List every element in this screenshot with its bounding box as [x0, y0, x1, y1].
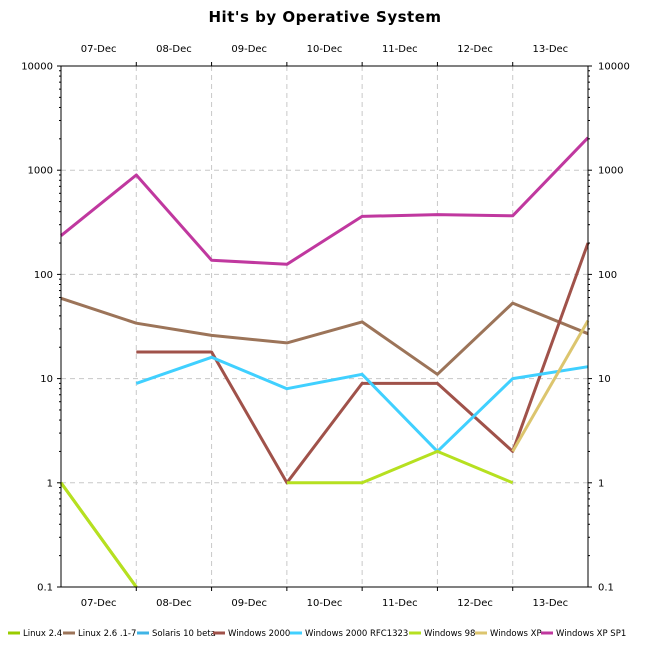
series-line: [60, 136, 590, 266]
y-tick-label-left: 1000: [28, 166, 53, 177]
x-tick-label-bottom: 10-Dec: [307, 598, 343, 609]
legend-label: Linux 2.4: [23, 629, 62, 639]
x-tick-label-bottom: 11-Dec: [382, 598, 418, 609]
y-tick-label-right: 1: [598, 478, 604, 489]
legend-label: Linux 2.6 .1-7: [78, 629, 136, 639]
series-line: [286, 449, 514, 485]
series-line: [511, 319, 590, 453]
series-windows-xp: [511, 319, 590, 453]
plot-frame: [60, 65, 589, 588]
y-tick-label-left: 100: [34, 270, 53, 281]
series-line: [135, 355, 589, 453]
x-tick-label-top: 10-Dec: [307, 44, 343, 55]
grid-lines: [61, 66, 588, 587]
chart-title: Hit's by Operative System: [209, 8, 442, 26]
x-tick-label-bottom: 07-Dec: [81, 598, 117, 609]
series-line: [59, 481, 138, 588]
legend-label: Solaris 10 beta: [152, 629, 216, 639]
y-tick-label-left: 0.1: [37, 583, 53, 594]
x-tick-label-bottom: 08-Dec: [156, 598, 192, 609]
axes: [57, 62, 592, 591]
x-tick-label-bottom: 09-Dec: [231, 598, 267, 609]
x-tick-label-top: 08-Dec: [156, 44, 192, 55]
tick-labels: 0.1 0.1 1 1 10 10 100 100 1000 1000 10000 10000 07-D…: [21, 44, 630, 609]
series-windows-98: [59, 449, 514, 588]
y-tick-label-left: 10000: [21, 62, 53, 73]
series-lines: [59, 136, 590, 588]
y-tick-label-right: 100: [598, 270, 617, 281]
x-tick-label-top: 12-Dec: [457, 44, 493, 55]
legend: Linux 2.4 Linux 2.6 .1-7 Solaris 10 beta Wi…: [8, 629, 626, 639]
series-linux-2-6-1-7: [60, 296, 589, 376]
x-tick-label-top: 11-Dec: [382, 44, 418, 55]
x-tick-label-bottom: 13-Dec: [533, 598, 569, 609]
series-line: [60, 296, 589, 376]
y-tick-label-left: 10: [40, 374, 53, 385]
x-tick-label-top: 13-Dec: [533, 44, 569, 55]
x-tick-label-top: 09-Dec: [231, 44, 267, 55]
legend-label: Windows XP SP1: [556, 629, 626, 639]
series-windows-xp-sp1: [60, 136, 590, 266]
x-tick-label-top: 07-Dec: [81, 44, 117, 55]
x-tick-label-bottom: 12-Dec: [457, 598, 493, 609]
y-tick-label-left: 1: [47, 478, 53, 489]
series-windows-2000-rfc1323: [135, 355, 589, 453]
legend-label: Windows XP: [490, 629, 542, 639]
y-tick-label-right: 1000: [598, 166, 623, 177]
y-tick-label-right: 10: [598, 374, 611, 385]
y-tick-label-right: 0.1: [598, 583, 614, 594]
legend-label: Windows 2000: [228, 629, 290, 639]
legend-label: Windows 2000 RFC1323: [305, 629, 408, 639]
y-tick-label-right: 10000: [598, 62, 630, 73]
legend-label: Windows 98: [424, 629, 475, 639]
